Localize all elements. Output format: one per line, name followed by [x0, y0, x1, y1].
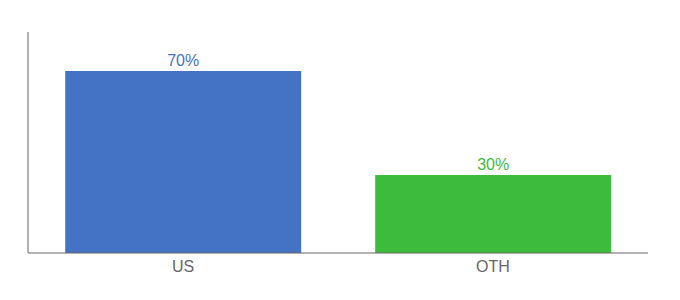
svg-text:70%: 70% [167, 52, 199, 69]
svg-text:OTH: OTH [476, 258, 510, 275]
svg-text:30%: 30% [477, 156, 509, 173]
svg-text:US: US [172, 258, 194, 275]
